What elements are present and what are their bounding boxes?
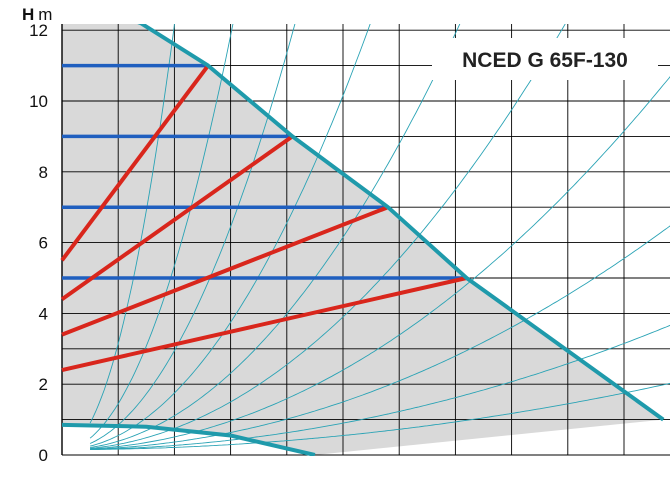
y-tick-label: 2	[39, 375, 48, 394]
title-box	[432, 38, 658, 80]
max-speed-curve	[137, 24, 665, 422]
y-tick-label: 10	[29, 92, 48, 111]
y-tick-label: 12	[29, 21, 48, 40]
system-curve-8	[90, 225, 670, 450]
proportional-pressure-line-4	[61, 276, 468, 372]
y-axis-title-symbol: H	[22, 5, 34, 24]
y-axis-title-unit: m	[38, 5, 52, 24]
chart-title: NCED G 65F-130	[462, 49, 628, 72]
y-tick-label: 8	[39, 163, 48, 182]
system-curve-10	[90, 382, 670, 450]
system-curve-9	[90, 324, 670, 450]
proportional-pressure-line-3	[61, 205, 389, 337]
proportional-pressure-line-2	[60, 134, 294, 301]
system-curve-4	[89, 24, 371, 447]
min-speed-curve	[62, 422, 316, 456]
operating-area-fill	[62, 24, 664, 455]
envelope-curves	[62, 24, 665, 456]
system-curve-1	[89, 24, 175, 424]
y-tick-label: 4	[39, 304, 48, 323]
pressure-lines	[60, 63, 468, 372]
y-tick-label: 6	[39, 234, 48, 253]
proportional-pressure-line-1	[60, 64, 210, 262]
y-tick-label: 0	[39, 446, 48, 465]
operating-area	[62, 24, 664, 455]
y-axis: 0 2 4 6 8 10 12	[29, 21, 48, 465]
